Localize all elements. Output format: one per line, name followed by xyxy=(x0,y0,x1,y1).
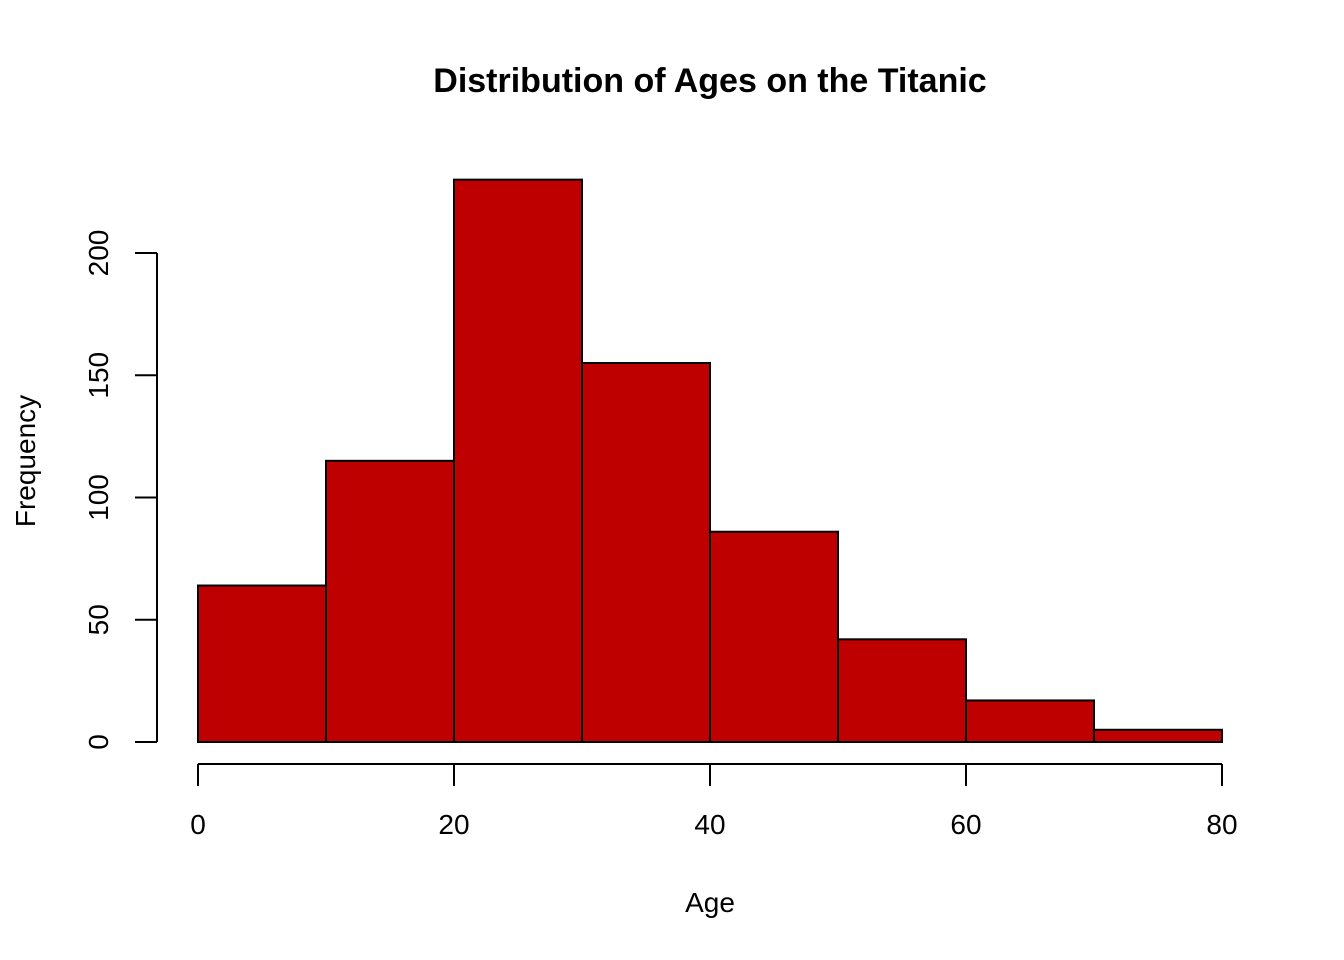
x-tick-label: 60 xyxy=(950,809,981,840)
bar-30-40 xyxy=(581,362,711,743)
chart-title: Distribution of Ages on the Titanic xyxy=(433,62,986,100)
bar-10-20 xyxy=(325,459,455,743)
x-tick-label: 40 xyxy=(694,809,725,840)
bar-50-60 xyxy=(837,638,967,743)
y-tick-label: 0 xyxy=(83,734,114,750)
bar-20-30 xyxy=(453,178,583,743)
y-tick-label: 150 xyxy=(83,352,114,399)
y-tick-label: 200 xyxy=(83,230,114,277)
x-tick-label: 80 xyxy=(1206,809,1237,840)
x-axis: 0 20 40 60 80 xyxy=(190,763,1238,840)
bar-0-10 xyxy=(197,584,327,744)
y-tick-label: 100 xyxy=(83,474,114,521)
y-axis: 0 50 100 150 200 xyxy=(83,230,158,750)
x-axis-label: Age xyxy=(685,887,735,918)
bar-70-80 xyxy=(1093,728,1223,744)
histogram-bars xyxy=(197,178,1223,744)
y-tick-label: 50 xyxy=(83,604,114,635)
y-axis-label: Frequency xyxy=(10,395,41,527)
bar-60-70 xyxy=(965,699,1095,743)
bar-40-50 xyxy=(709,530,839,743)
x-tick-label: 0 xyxy=(190,809,206,840)
x-tick-label: 20 xyxy=(438,809,469,840)
